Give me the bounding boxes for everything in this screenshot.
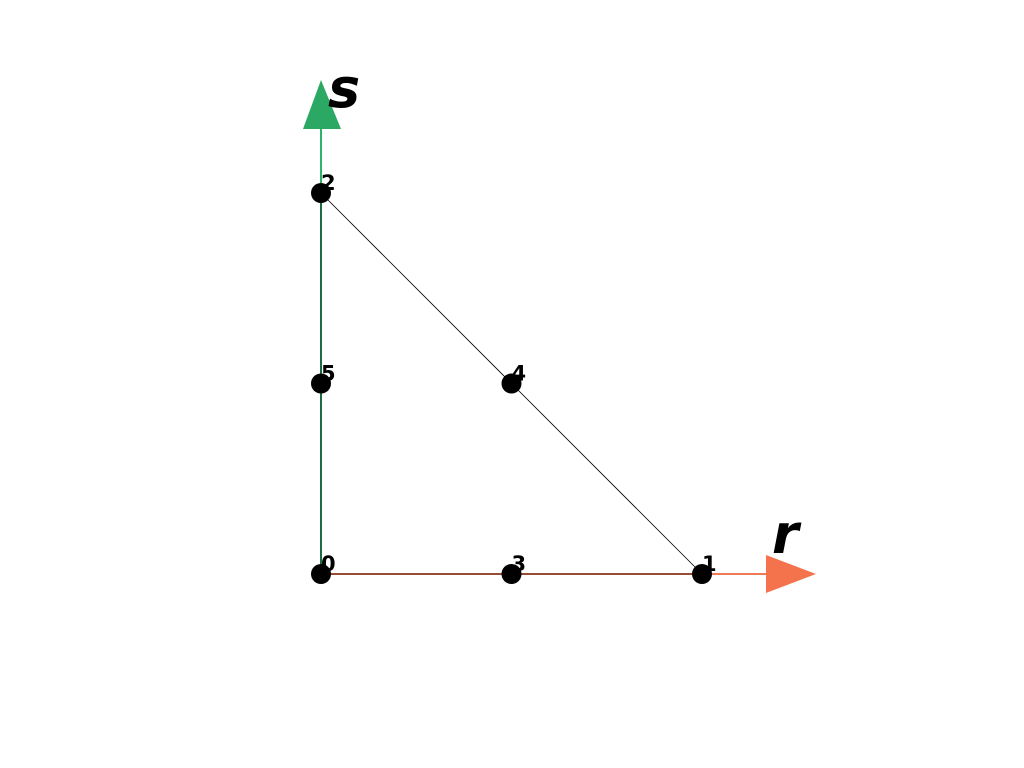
r-axis-arrow-icon (766, 555, 816, 593)
node-label-1: 1 (702, 552, 717, 576)
node-0 (311, 564, 331, 584)
node-4 (501, 373, 522, 394)
triangle-nodes: 0 1 2 3 4 5 (311, 171, 717, 584)
node-2 (311, 183, 331, 203)
node-label-5: 5 (321, 362, 336, 386)
r-axis-label: r (772, 503, 802, 566)
node-label-4: 4 (512, 362, 527, 386)
node-label-2: 2 (321, 171, 336, 195)
node-label-0: 0 (321, 552, 336, 576)
s-axis-label: s (328, 57, 360, 120)
node-3 (501, 564, 522, 584)
s-axis-arrow-icon (303, 80, 341, 129)
node-1 (692, 564, 712, 584)
node-label-3: 3 (512, 552, 527, 576)
node-5 (311, 373, 331, 394)
